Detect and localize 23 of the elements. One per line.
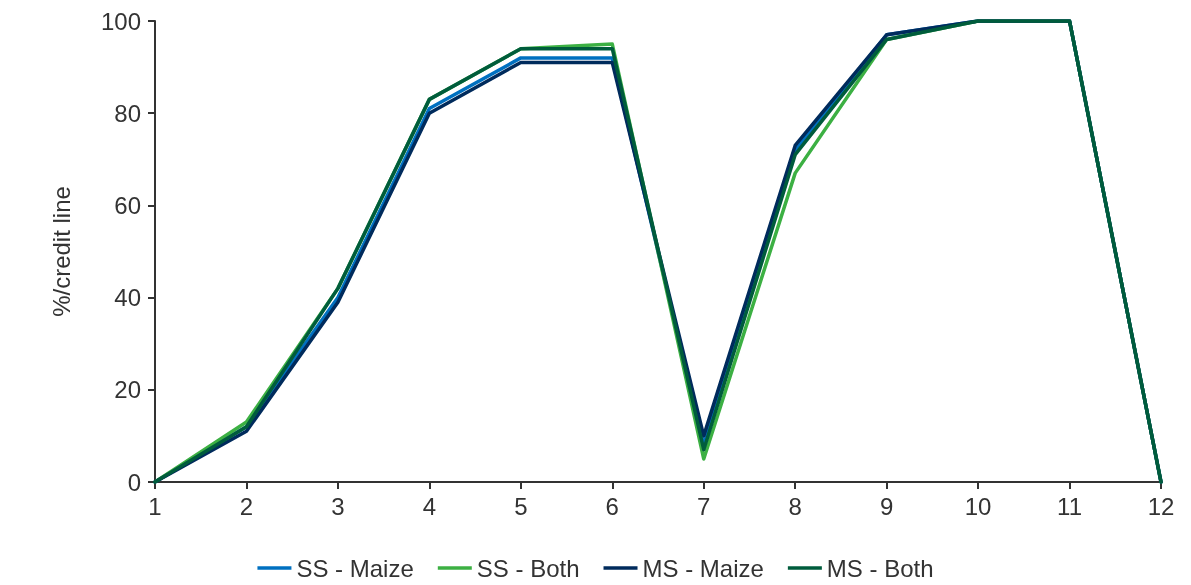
x-tick-label: 2 xyxy=(239,492,254,520)
y-tick-label: 80 xyxy=(114,99,141,127)
x-tick-label: 1 xyxy=(148,492,162,520)
x-tick-label: 10 xyxy=(964,492,992,520)
x-tick-label: 5 xyxy=(514,492,528,520)
y-tick-label: 0 xyxy=(127,468,141,496)
x-tick-label: 6 xyxy=(605,492,619,520)
y-tick-label: 100 xyxy=(100,7,141,35)
legend-label: MS - Both xyxy=(826,554,934,582)
y-tick-label: 20 xyxy=(114,376,141,404)
x-tick-label: 4 xyxy=(422,492,437,520)
x-tick-label: 3 xyxy=(331,492,345,520)
y-tick-label: 40 xyxy=(114,284,141,312)
legend-label: SS - Maize xyxy=(296,554,414,582)
legend-label: SS - Both xyxy=(476,554,580,582)
x-tick-label: 9 xyxy=(879,492,894,520)
y-axis-title: %/credit line xyxy=(47,186,75,317)
y-tick-label: 60 xyxy=(114,191,141,219)
x-tick-label: 12 xyxy=(1147,492,1175,520)
x-tick-label: 11 xyxy=(1057,492,1083,520)
x-tick-label: 7 xyxy=(697,492,711,520)
legend-label: MS - Maize xyxy=(642,554,764,582)
x-tick-label: 8 xyxy=(788,492,802,520)
